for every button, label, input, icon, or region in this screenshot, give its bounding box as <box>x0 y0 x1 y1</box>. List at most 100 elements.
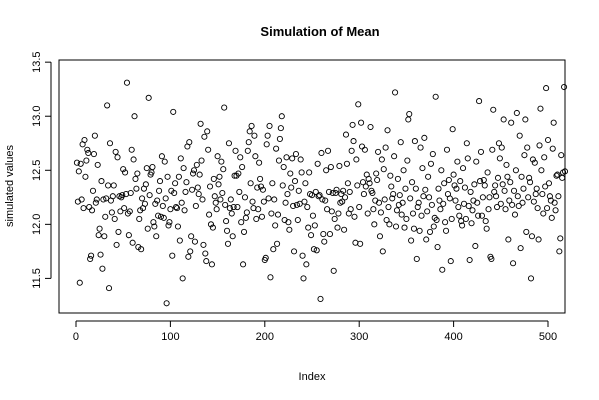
data-point <box>384 127 391 134</box>
data-point <box>164 173 171 180</box>
data-point <box>283 154 290 161</box>
data-point <box>282 199 289 206</box>
data-point <box>275 157 283 164</box>
data-point <box>240 261 247 268</box>
data-point <box>300 275 307 282</box>
data-point <box>291 178 299 185</box>
x-axis: 0 100 200 300 400 500 <box>73 320 557 343</box>
data-point <box>152 200 159 207</box>
data-point <box>445 176 452 184</box>
data-point <box>341 194 349 201</box>
data-point <box>145 94 152 101</box>
data-point <box>379 248 386 255</box>
data-point <box>165 222 172 229</box>
data-point <box>459 222 466 229</box>
data-point <box>320 231 327 238</box>
data-point <box>94 161 101 168</box>
data-point <box>510 260 517 267</box>
data-point <box>523 228 530 235</box>
data-point <box>508 119 515 126</box>
data-point <box>100 196 107 203</box>
data-point <box>142 181 149 188</box>
data-point <box>222 201 229 208</box>
x-tick-label: 0 <box>73 331 79 343</box>
data-point <box>156 187 163 194</box>
data-point <box>111 215 118 222</box>
data-point <box>542 183 549 190</box>
data-point <box>521 152 528 159</box>
data-point <box>97 251 104 258</box>
data-point <box>257 183 265 190</box>
data-point <box>530 198 537 205</box>
x-tick-label: 400 <box>444 331 462 343</box>
data-point <box>559 174 566 181</box>
data-point <box>73 159 80 166</box>
data-point <box>402 185 409 192</box>
data-point <box>400 167 407 174</box>
data-point <box>392 89 399 96</box>
data-point <box>322 197 329 204</box>
data-point <box>174 223 181 230</box>
data-point <box>432 93 439 100</box>
data-point <box>99 265 106 272</box>
data-point <box>518 173 525 180</box>
data-point <box>438 167 445 174</box>
data-point <box>207 221 215 228</box>
data-point <box>538 167 545 174</box>
data-point <box>213 206 220 213</box>
data-point <box>539 191 546 198</box>
data-point <box>75 168 82 175</box>
data-point <box>501 187 508 194</box>
data-point <box>304 203 311 211</box>
data-point <box>406 111 413 118</box>
data-point <box>448 215 455 222</box>
data-point <box>343 160 350 167</box>
data-point <box>236 188 243 195</box>
data-point <box>101 233 108 240</box>
data-point <box>263 141 270 148</box>
data-point <box>96 225 103 232</box>
data-point <box>536 142 543 149</box>
data-point <box>144 225 151 232</box>
data-point <box>136 215 143 222</box>
data-point <box>157 213 165 220</box>
data-point <box>476 98 483 105</box>
data-point <box>479 194 486 201</box>
data-point <box>253 215 260 222</box>
data-point <box>397 139 404 146</box>
data-point <box>336 162 343 170</box>
data-point <box>156 178 164 185</box>
data-point <box>494 174 502 181</box>
data-point <box>416 227 423 234</box>
data-point <box>185 253 192 260</box>
data-point <box>471 181 478 188</box>
x-tick-label: 500 <box>539 331 557 343</box>
data-point <box>430 223 437 230</box>
data-point <box>241 194 249 201</box>
data-point <box>375 199 383 206</box>
data-point <box>221 104 228 111</box>
data-point <box>217 196 224 203</box>
data-point <box>457 178 464 185</box>
plot-frame <box>58 59 566 314</box>
y-tick-label: 13.5 <box>31 51 43 72</box>
data-point <box>469 207 476 214</box>
data-point <box>520 185 527 192</box>
data-point <box>196 171 203 178</box>
data-point <box>143 165 150 172</box>
data-point <box>332 189 339 197</box>
data-point <box>394 175 401 182</box>
data-point <box>278 113 285 120</box>
data-point <box>426 228 434 235</box>
data-point <box>112 148 119 155</box>
data-point <box>163 300 170 307</box>
data-point <box>122 169 129 176</box>
data-point <box>551 199 558 206</box>
data-point <box>466 256 473 264</box>
data-point <box>364 210 371 217</box>
data-point <box>386 221 393 228</box>
data-point <box>481 182 488 189</box>
data-point <box>544 205 551 212</box>
data-point <box>532 191 539 198</box>
